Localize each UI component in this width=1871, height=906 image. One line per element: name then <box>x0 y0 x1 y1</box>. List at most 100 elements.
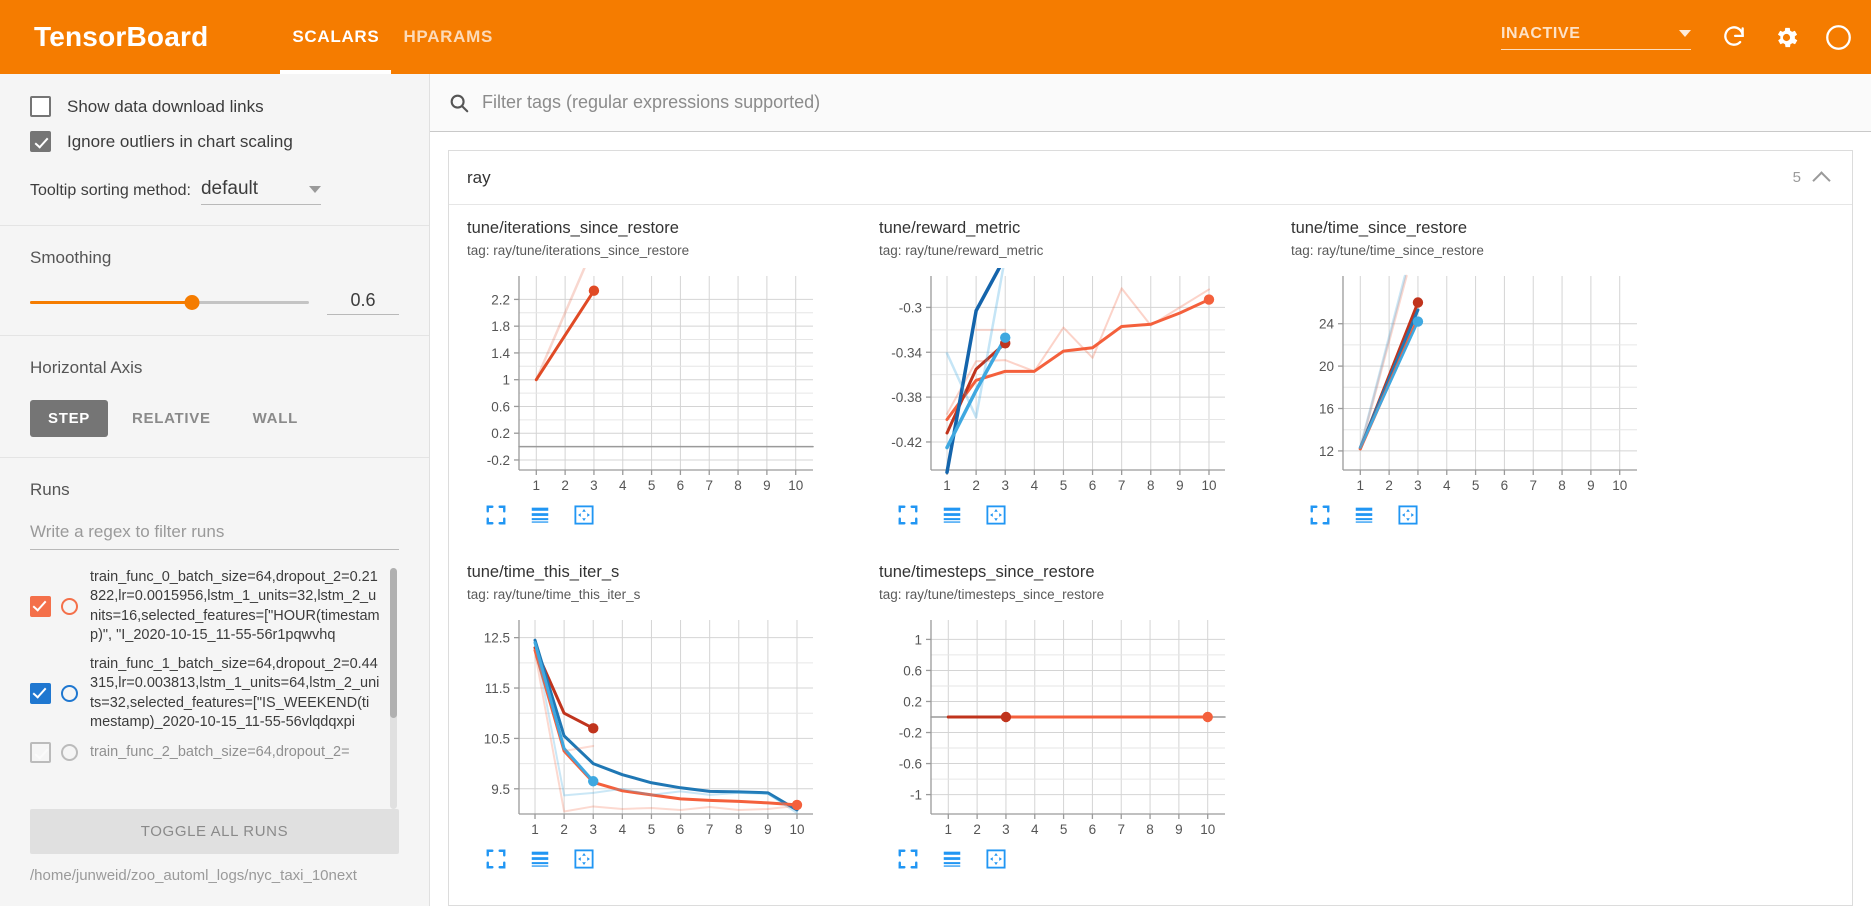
smoothing-value-input[interactable]: 0.6 <box>327 290 399 315</box>
svg-text:0.6: 0.6 <box>903 663 922 678</box>
svg-text:-0.38: -0.38 <box>891 390 922 405</box>
tag-filter-bar[interactable]: Filter tags (regular expressions support… <box>430 74 1871 132</box>
axis-option-relative[interactable]: RELATIVE <box>131 410 211 427</box>
run-checkbox[interactable] <box>30 596 51 618</box>
ignore-outliers-checkbox[interactable] <box>30 131 51 152</box>
fit-domain-icon[interactable] <box>573 504 595 526</box>
svg-text:4: 4 <box>1031 478 1039 493</box>
svg-text:6: 6 <box>1501 478 1509 493</box>
help-icon[interactable] <box>1823 22 1853 52</box>
svg-text:9: 9 <box>1587 478 1595 493</box>
expand-chart-icon[interactable] <box>485 504 507 526</box>
svg-text:8: 8 <box>1558 478 1566 493</box>
show-data-download-links-checkbox[interactable] <box>30 96 51 117</box>
fit-domain-icon[interactable] <box>1397 504 1419 526</box>
svg-text:11.5: 11.5 <box>485 681 510 696</box>
app-body: Show data download links Ignore outliers… <box>0 74 1871 906</box>
run-label: train_func_1_batch_size=64,dropout_2=0.4… <box>90 656 380 730</box>
chart-toolbar <box>879 848 1289 870</box>
tag-filter-input[interactable]: Filter tags (regular expressions support… <box>482 92 821 112</box>
svg-text:-0.6: -0.6 <box>899 756 922 771</box>
tag-group-title: ray <box>467 167 491 187</box>
chart-tag: tag: ray/tune/timesteps_since_restore <box>879 586 1105 602</box>
svg-text:5: 5 <box>648 822 656 837</box>
charts-grid: tune/iterations_since_restore tag: ray/t… <box>449 205 1852 905</box>
ignore-outliers-row[interactable]: Ignore outliers in chart scaling <box>30 131 399 152</box>
chevron-down-icon <box>1679 30 1691 37</box>
expand-chart-icon[interactable] <box>897 504 919 526</box>
chart-card: tune/iterations_since_restore tag: ray/t… <box>467 219 877 563</box>
svg-text:1: 1 <box>1357 478 1365 493</box>
smoothing-slider[interactable] <box>30 293 309 313</box>
svg-text:8: 8 <box>1147 478 1155 493</box>
chart-plot[interactable]: 12 16 20 24 1 2 3 4 5 6 7 8 9 10 <box>1291 268 1701 500</box>
fit-domain-icon[interactable] <box>985 504 1007 526</box>
svg-text:4: 4 <box>1443 478 1451 493</box>
chart-tag: tag: ray/tune/time_this_iter_s <box>467 586 641 602</box>
show-data-download-links-row[interactable]: Show data download links <box>30 96 399 117</box>
svg-text:6: 6 <box>677 822 685 837</box>
expand-chart-icon[interactable] <box>897 848 919 870</box>
runs-list: train_func_0_batch_size=64,dropout_2=0.2… <box>30 556 399 809</box>
list-item[interactable]: train_func_1_batch_size=64,dropout_2=0.4… <box>30 655 399 732</box>
tab-scalars[interactable]: SCALARS <box>280 0 392 74</box>
run-checkbox[interactable] <box>30 742 51 764</box>
toggle-y-axis-icon[interactable] <box>529 504 551 526</box>
app-title: TensorBoard <box>34 21 209 52</box>
chart-card: tune/reward_metric tag: ray/tune/reward_… <box>879 219 1289 563</box>
axis-option-step[interactable]: STEP <box>30 400 108 437</box>
run-color-swatch <box>61 685 78 703</box>
svg-text:16: 16 <box>1319 401 1334 416</box>
svg-text:9: 9 <box>764 822 772 837</box>
chart-plot[interactable]: -1 -0.6 -0.2 0.2 0.6 1 1 2 3 4 5 6 7 8 9 10 <box>879 612 1289 844</box>
header-controls: INACTIVE <box>1501 0 1853 74</box>
refresh-icon[interactable] <box>1719 22 1749 52</box>
fit-domain-icon[interactable] <box>573 848 595 870</box>
svg-text:2: 2 <box>560 822 568 837</box>
tag-group-header[interactable]: ray 5 <box>449 151 1852 205</box>
smoothing-title: Smoothing <box>30 248 112 267</box>
chevron-up-icon[interactable] <box>1812 170 1831 190</box>
chart-plot[interactable]: -0.2 0.2 0.6 1 1.4 1.8 2.2 1 2 3 4 5 6 7 8 9 10 <box>467 267 877 500</box>
toggle-y-axis-icon[interactable] <box>941 504 963 526</box>
tooltip-sorting-select[interactable]: default <box>200 178 321 205</box>
list-item[interactable]: train_func_0_batch_size=64,dropout_2=0.2… <box>30 568 399 645</box>
chart-toolbar <box>879 504 1289 526</box>
chart-title: tune/time_since_restore <box>1291 219 1468 237</box>
run-state-value: INACTIVE <box>1501 24 1581 42</box>
svg-text:6: 6 <box>1089 822 1097 837</box>
tooltip-sorting-label: Tooltip sorting method: <box>30 182 191 199</box>
chart-plot[interactable]: -0.42 -0.38 -0.34 -0.3 1 2 3 4 5 6 7 8 9 10 <box>879 267 1289 500</box>
horizontal-axis-section: Horizontal Axis STEP RELATIVE WALL <box>0 336 429 458</box>
tooltip-sorting-value: default <box>200 178 259 199</box>
run-state-dropdown[interactable]: INACTIVE <box>1501 25 1691 50</box>
svg-text:3: 3 <box>1002 822 1010 837</box>
runs-filter-input[interactable]: Write a regex to filter runs <box>30 522 399 550</box>
slider-knob[interactable] <box>184 295 200 310</box>
axis-option-wall[interactable]: WALL <box>252 410 298 427</box>
expand-chart-icon[interactable] <box>485 848 507 870</box>
svg-text:-0.2: -0.2 <box>487 453 510 468</box>
svg-text:7: 7 <box>706 822 714 837</box>
tag-group-card: ray 5 tune/iterations_since_restore tag:… <box>448 150 1853 906</box>
expand-chart-icon[interactable] <box>1309 504 1331 526</box>
fit-domain-icon[interactable] <box>985 848 1007 870</box>
svg-text:9: 9 <box>1176 478 1184 493</box>
ignore-outliers-label: Ignore outliers in chart scaling <box>67 131 293 151</box>
tab-hparams[interactable]: HPARAMS <box>403 27 494 46</box>
toggle-y-axis-icon[interactable] <box>1353 504 1375 526</box>
run-checkbox[interactable] <box>30 683 51 705</box>
toggle-all-runs-button[interactable]: TOGGLE ALL RUNS <box>30 808 399 854</box>
horizontal-axis-title: Horizontal Axis <box>30 358 143 377</box>
svg-text:1: 1 <box>502 372 510 387</box>
runs-scrollbar-thumb[interactable] <box>390 568 397 718</box>
gear-icon[interactable] <box>1771 22 1801 52</box>
chart-toolbar <box>467 848 877 870</box>
toggle-y-axis-icon[interactable] <box>529 848 551 870</box>
chart-toolbar <box>467 504 877 526</box>
chart-plot[interactable]: 9.5 10.5 11.5 12.5 1 2 3 4 5 6 7 8 9 10 <box>467 612 877 844</box>
chart-title: tune/iterations_since_restore <box>467 219 679 237</box>
list-item[interactable]: train_func_2_batch_size=64,dropout_2= <box>30 742 399 764</box>
toggle-y-axis-icon[interactable] <box>941 848 963 870</box>
svg-text:1: 1 <box>945 822 953 837</box>
